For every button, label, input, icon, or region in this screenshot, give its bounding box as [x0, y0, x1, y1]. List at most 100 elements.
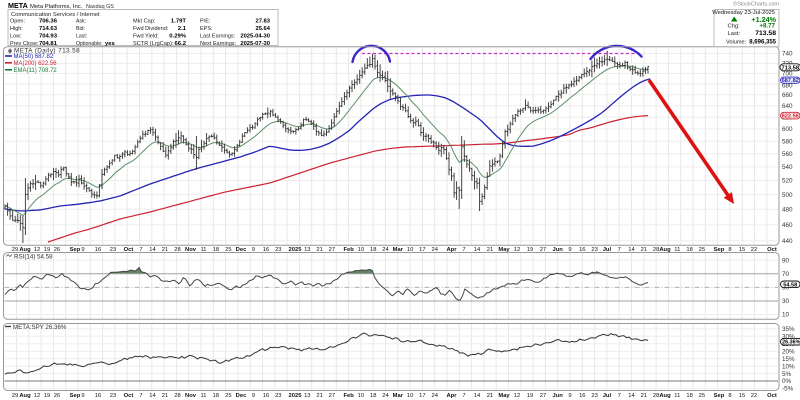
svg-text:16: 16 — [95, 247, 101, 253]
svg-text:18: 18 — [686, 393, 692, 399]
svg-text:622.56: 622.56 — [782, 114, 799, 120]
svg-text:687.82: 687.82 — [782, 78, 799, 84]
svg-text:9: 9 — [568, 393, 571, 399]
svg-text:21: 21 — [487, 247, 493, 253]
svg-text:17: 17 — [419, 393, 425, 399]
svg-text:+1.24%: +1.24% — [751, 15, 776, 24]
svg-text:Mar: Mar — [393, 393, 404, 399]
svg-text:11: 11 — [674, 247, 680, 253]
svg-text:Last Earnings:: Last Earnings: — [200, 33, 236, 39]
svg-text:EPS:: EPS: — [200, 26, 213, 32]
svg-text:24: 24 — [431, 247, 438, 253]
svg-text:-5%: -5% — [782, 386, 794, 393]
svg-text:21: 21 — [316, 393, 322, 399]
svg-text:Last:: Last: — [728, 31, 741, 37]
svg-text:10%: 10% — [782, 363, 795, 370]
svg-text:66.2: 66.2 — [175, 41, 187, 47]
svg-text:14: 14 — [474, 393, 481, 399]
svg-text:70: 70 — [782, 271, 790, 278]
svg-text:Sep: Sep — [70, 393, 81, 399]
svg-text:25: 25 — [225, 247, 231, 253]
svg-text:7: 7 — [139, 393, 142, 399]
svg-text:Aug: Aug — [659, 393, 671, 399]
svg-text:Low:: Low: — [10, 33, 22, 39]
svg-text:Aug: Aug — [19, 247, 31, 253]
svg-text:28: 28 — [174, 393, 180, 399]
svg-text:16: 16 — [579, 393, 585, 399]
svg-text:Chg:: Chg: — [728, 24, 741, 30]
svg-text:17: 17 — [419, 247, 425, 253]
svg-text:Ask:: Ask: — [76, 19, 86, 25]
svg-text:Jul: Jul — [603, 247, 612, 253]
svg-text:29: 29 — [12, 393, 18, 399]
svg-text:+8.77: +8.77 — [759, 23, 775, 30]
svg-text:2025: 2025 — [289, 393, 303, 399]
svg-text:21: 21 — [316, 247, 322, 253]
svg-text:440: 440 — [782, 238, 793, 245]
svg-text:Sep: Sep — [70, 247, 81, 253]
svg-text:21: 21 — [641, 393, 647, 399]
svg-text:10: 10 — [407, 247, 413, 253]
svg-text:500: 500 — [782, 192, 793, 199]
svg-text:Sep: Sep — [714, 393, 725, 399]
svg-text:30: 30 — [782, 298, 790, 305]
svg-text:20%: 20% — [782, 348, 795, 355]
svg-text:Bid:: Bid: — [76, 26, 85, 32]
svg-text:Wednesday 23-Jul-2025: Wednesday 23-Jul-2025 — [712, 10, 775, 16]
svg-text:P/E:: P/E: — [200, 19, 211, 25]
svg-text:Next Earnings:: Next Earnings: — [200, 41, 237, 47]
svg-text:Dec: Dec — [236, 393, 247, 399]
svg-text:27: 27 — [329, 393, 335, 399]
svg-text:22: 22 — [751, 247, 757, 253]
svg-text:11: 11 — [200, 393, 206, 399]
svg-text:Apr: Apr — [447, 393, 458, 399]
svg-text:12: 12 — [514, 247, 520, 253]
svg-text:Oct: Oct — [767, 247, 777, 253]
svg-text:2025-04-30: 2025-04-30 — [240, 33, 270, 39]
svg-text:704.81: 704.81 — [39, 41, 58, 47]
svg-text:25.64: 25.64 — [255, 26, 270, 32]
svg-text:0.29%: 0.29% — [169, 33, 186, 39]
svg-text:13: 13 — [304, 393, 310, 399]
svg-text:23: 23 — [591, 393, 597, 399]
svg-text:30%: 30% — [782, 334, 795, 341]
svg-text:7: 7 — [462, 247, 465, 253]
svg-text:10: 10 — [782, 312, 790, 319]
svg-text:600: 600 — [782, 126, 793, 133]
svg-text:Nov: Nov — [185, 247, 197, 253]
svg-text:16: 16 — [95, 393, 101, 399]
svg-text:META (Daily) 713.58: META (Daily) 713.58 — [14, 48, 80, 55]
svg-text:Last:: Last: — [76, 33, 87, 39]
svg-text:14: 14 — [628, 393, 635, 399]
svg-text:META:SPY 26.36%: META:SPY 26.36% — [13, 324, 67, 331]
svg-text:660: 660 — [782, 92, 793, 99]
svg-text:22: 22 — [751, 393, 757, 399]
svg-text:23: 23 — [110, 393, 116, 399]
svg-text:7: 7 — [462, 393, 465, 399]
svg-text:23: 23 — [110, 247, 116, 253]
svg-text:540: 540 — [782, 164, 793, 171]
svg-text:7: 7 — [618, 393, 621, 399]
svg-text:Jul: Jul — [603, 393, 612, 399]
svg-text:Feb: Feb — [343, 247, 354, 253]
svg-text:35%: 35% — [782, 326, 795, 333]
svg-text:16: 16 — [263, 393, 269, 399]
svg-text:18: 18 — [370, 247, 376, 253]
svg-text:12: 12 — [34, 247, 40, 253]
svg-text:yes: yes — [105, 41, 116, 47]
svg-text:Jun: Jun — [553, 247, 564, 253]
svg-text:Dec: Dec — [236, 247, 247, 253]
svg-text:Optionable:: Optionable: — [76, 41, 103, 47]
svg-text:Volume:: Volume: — [726, 40, 747, 46]
svg-text:9: 9 — [252, 393, 255, 399]
svg-text:54.58: 54.58 — [783, 282, 797, 288]
svg-text:8: 8 — [728, 247, 731, 253]
svg-text:10: 10 — [407, 393, 413, 399]
svg-text:520: 520 — [782, 178, 793, 185]
svg-text:740: 740 — [782, 51, 793, 58]
svg-text:12: 12 — [34, 393, 40, 399]
svg-text:28: 28 — [653, 393, 659, 399]
svg-text:27.83: 27.83 — [255, 19, 270, 25]
svg-text:50: 50 — [782, 285, 790, 292]
svg-text:18: 18 — [213, 247, 219, 253]
